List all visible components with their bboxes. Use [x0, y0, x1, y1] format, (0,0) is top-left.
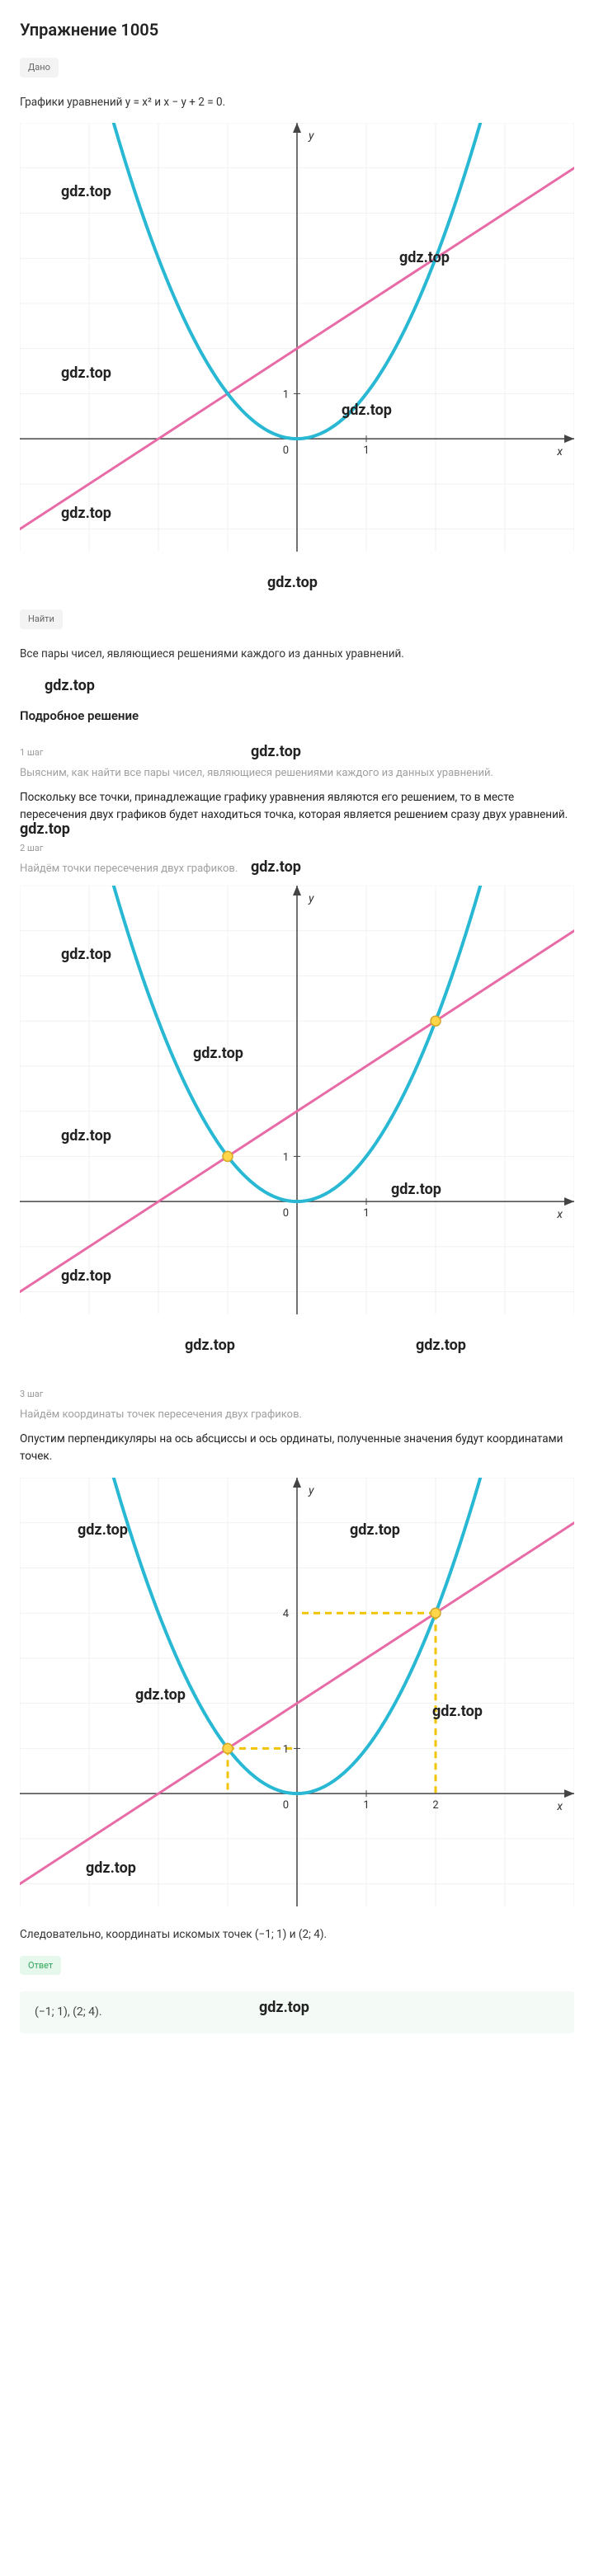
svg-text:0: 0	[283, 444, 289, 457]
watermark: gdz.top	[185, 1334, 235, 1358]
tag-otvet: Ответ	[20, 1956, 61, 1976]
svg-text:0: 0	[283, 1208, 289, 1220]
dano-text: Графики уравнений y = x² и x − y + 2 = 0…	[20, 94, 574, 112]
tag-dano: Дано	[20, 58, 59, 78]
svg-text:1: 1	[283, 1743, 289, 1756]
svg-text:1: 1	[363, 444, 369, 457]
watermark: gdz.top	[259, 1996, 309, 2020]
svg-text:0: 0	[283, 1799, 289, 1812]
svg-text:x: x	[556, 1209, 563, 1222]
svg-text:2: 2	[432, 1799, 438, 1812]
solution-heading: Подробное решение	[20, 706, 574, 726]
naiti-text: Все пары чисел, являющиеся решениями каж…	[20, 646, 574, 664]
watermark: gdz.top	[45, 675, 95, 698]
svg-text:y: y	[308, 1484, 314, 1497]
watermark: gdz.top	[267, 571, 318, 595]
step2-muted-text: Найдём точки пересечения двух графиков.	[20, 863, 238, 875]
chart-step3: 011xy24 gdz.top gdz.top gdz.top gdz.top …	[20, 1478, 574, 1906]
answer-text: (−1; 1), (2; 4).	[35, 2005, 102, 2019]
step3-tag: 3 шаг	[20, 1387, 43, 1402]
answer-box: (−1; 1), (2; 4). gdz.top	[20, 1991, 574, 2033]
svg-text:y: y	[308, 892, 314, 905]
watermark: gdz.top	[416, 1334, 466, 1358]
svg-text:4: 4	[283, 1608, 290, 1620]
watermark: gdz.top	[251, 740, 301, 764]
page-title: Упражнение 1005	[20, 16, 574, 43]
conclusion-text: Следовательно, координаты искомых точек …	[20, 1926, 574, 1944]
svg-text:1: 1	[283, 389, 289, 402]
step1-muted: Выясним, как найти все пары чисел, являю…	[20, 765, 574, 783]
svg-text:y: y	[308, 129, 314, 143]
step1-body: Поскольку все точки, принадлежащие графи…	[20, 789, 574, 825]
step3-body: Опустим перпендикуляры на ось абсциссы и…	[20, 1431, 574, 1466]
svg-text:1: 1	[283, 1152, 289, 1164]
chart-step2: 011xy gdz.top gdz.top gdz.top gdz.top gd…	[20, 886, 574, 1314]
svg-text:1: 1	[363, 1799, 369, 1812]
svg-text:x: x	[556, 1800, 563, 1813]
step2-tag: 2 шаг	[20, 841, 43, 856]
chart-given: 011xy gdz.top gdz.top gdz.top gdz.top gd…	[20, 123, 574, 552]
step1-tag: 1 шаг	[20, 745, 43, 760]
svg-text:x: x	[556, 445, 563, 458]
step2-muted: Найдём точки пересечения двух графиков. …	[20, 861, 574, 878]
tag-naiti: Найти	[20, 609, 63, 629]
step3-muted: Найдём координаты точек пересечения двух…	[20, 1407, 574, 1424]
svg-text:1: 1	[363, 1208, 369, 1220]
